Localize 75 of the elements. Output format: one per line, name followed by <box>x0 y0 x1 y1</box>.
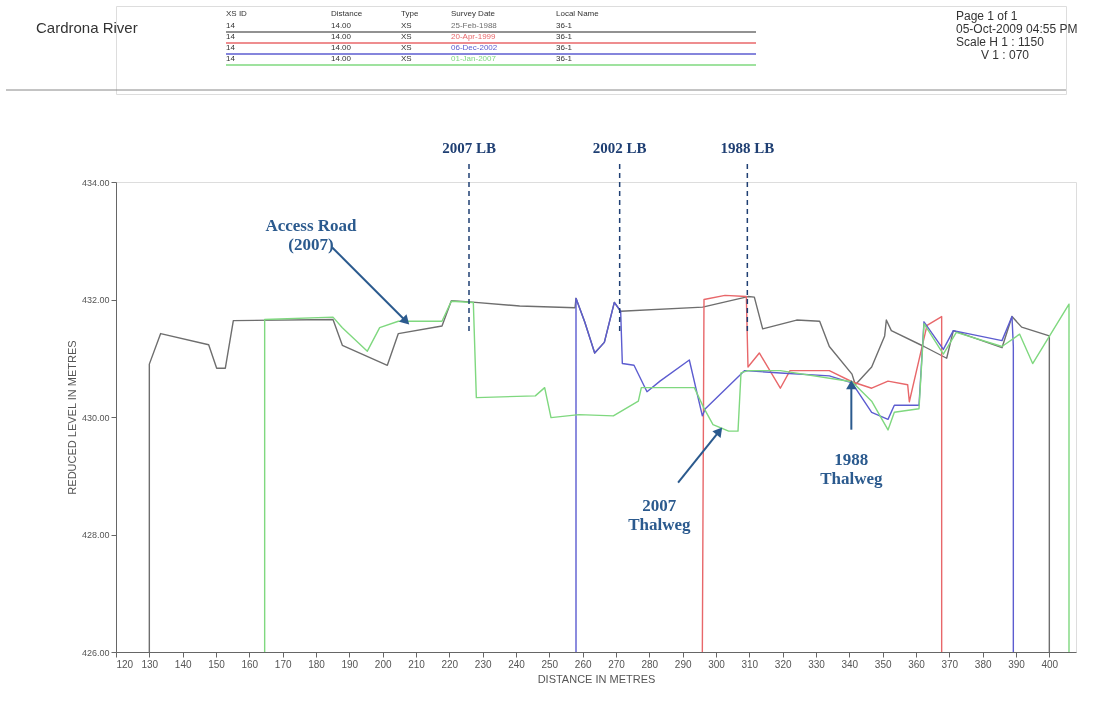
text: 14.00 <box>331 32 352 41</box>
y-tick-label: 428.00 <box>81 530 110 540</box>
ref-line-label: 2002 LB <box>592 140 647 156</box>
text: Distance <box>331 9 363 18</box>
x-tick-label: 390 <box>1008 658 1026 670</box>
x-tick-label: 350 <box>874 658 892 670</box>
text: 14 <box>226 43 236 52</box>
x-tick-label: 240 <box>508 658 526 670</box>
x-tick-label: 340 <box>841 658 859 670</box>
annotation: 1988 Thalweg <box>820 449 883 488</box>
x-tick-label: 120 <box>116 658 134 670</box>
text: XS <box>401 32 412 41</box>
x-axis-title: DISTANCE IN METRES <box>537 672 656 685</box>
text: 25-Feb-1988 <box>451 21 498 30</box>
y-axis-title: REDUCED LEVEL IN METRES <box>65 340 78 495</box>
x-tick-label: 180 <box>308 658 326 670</box>
x-tick-label: 360 <box>908 658 926 670</box>
x-tick-label: 230 <box>474 658 492 670</box>
text: XS ID <box>226 9 248 18</box>
annotation: 2007 Thalweg <box>628 496 691 535</box>
text: Page 1 of 1 <box>956 9 1018 23</box>
x-tick-label: 310 <box>741 658 759 670</box>
x-tick-label: 270 <box>608 658 626 670</box>
text: 05-Oct-2009 04:55 PM <box>956 22 1078 36</box>
x-tick-label: 130 <box>141 658 159 670</box>
x-tick-label: 320 <box>774 658 792 670</box>
x-tick-label: 220 <box>441 658 459 670</box>
annotation: Access Road (2007) <box>265 216 358 255</box>
x-tick-label: 160 <box>241 658 259 670</box>
ref-line-label: 2007 LB <box>442 140 496 156</box>
text: Scale H 1 : 1150 <box>956 35 1045 49</box>
chart-title: Cardrona River <box>36 19 138 36</box>
text: 36-1 <box>556 21 573 30</box>
text: 06-Dec-2002 <box>451 43 498 52</box>
text: V 1 : 070 <box>981 48 1030 62</box>
y-tick-label: 426.00 <box>81 647 110 658</box>
text: 36-1 <box>556 32 573 41</box>
text: 14.00 <box>331 21 352 30</box>
x-tick-label: 190 <box>341 658 359 670</box>
x-tick-label: 210 <box>408 658 426 670</box>
x-tick-label: 380 <box>974 658 992 670</box>
text: 20-Apr-1999 <box>451 32 497 41</box>
y-tick-label: 432.00 <box>81 295 110 305</box>
line-series <box>701 294 943 653</box>
text: 01-Jan-2007 <box>451 54 497 63</box>
x-tick-label: 170 <box>274 658 292 670</box>
line-series <box>263 300 1070 653</box>
x-tick-label: 330 <box>808 658 826 670</box>
text: 14 <box>226 21 236 30</box>
line-series <box>575 297 1015 653</box>
text: 14 <box>226 32 236 41</box>
y-tick-label: 430.00 <box>81 412 110 423</box>
x-tick-label: 280 <box>641 658 659 670</box>
x-tick-label: 250 <box>541 658 559 670</box>
x-tick-label: 150 <box>208 658 226 670</box>
x-tick-label: 200 <box>374 658 392 670</box>
x-tick-label: 140 <box>174 658 192 670</box>
x-tick-label: 370 <box>941 658 959 670</box>
x-tick-label: 300 <box>708 658 726 670</box>
text: XS <box>401 21 412 30</box>
x-tick-label: 400 <box>1041 658 1059 670</box>
x-tick-label: 260 <box>574 658 592 670</box>
text: 14.00 <box>331 54 352 63</box>
text: Survey Date <box>451 9 496 18</box>
text: XS <box>401 43 412 52</box>
text: 14 <box>226 54 236 63</box>
text: Type <box>401 9 419 18</box>
text: 36-1 <box>556 54 573 63</box>
ref-line-label: 1988 LB <box>720 140 775 156</box>
x-tick-label: 290 <box>674 658 692 670</box>
y-tick-label: 434.00 <box>81 177 110 188</box>
text: XS <box>401 54 412 63</box>
text: Local Name <box>556 9 600 18</box>
text: 36-1 <box>556 43 573 52</box>
text: 14.00 <box>331 43 352 52</box>
